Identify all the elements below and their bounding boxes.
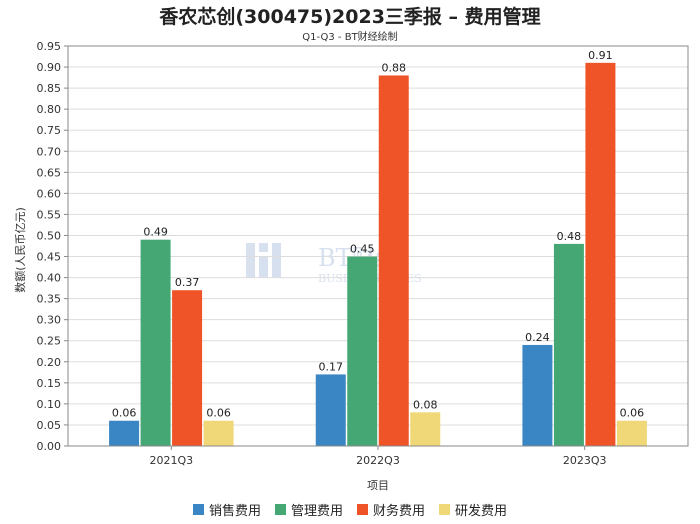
chart-subtitle: Q1-Q3 - BT财经绘制 — [302, 32, 398, 43]
legend-item: 财务费用 — [357, 500, 425, 519]
plot-frame — [67, 45, 689, 447]
data-label: 0.08 — [413, 398, 438, 411]
legend-item: 研发费用 — [439, 500, 507, 519]
y-tick-label: 0.30 — [37, 314, 62, 327]
legend-label: 管理费用 — [290, 504, 343, 519]
bar — [378, 75, 409, 446]
bar — [109, 420, 140, 446]
y-tick-label: 0.90 — [37, 61, 62, 74]
bar — [172, 290, 203, 446]
legend-label: 销售费用 — [208, 504, 261, 519]
y-tick-label: 0.10 — [37, 398, 62, 411]
x-tick-label: 2023Q3 — [563, 454, 607, 467]
y-tick-label: 0.55 — [37, 208, 62, 221]
y-tick-label: 0.75 — [37, 124, 62, 137]
data-label: 0.91 — [588, 49, 613, 62]
y-tick-label: 0.40 — [37, 272, 62, 285]
y-tick-label: 0.80 — [37, 103, 62, 116]
y-tick-label: 0.65 — [37, 166, 62, 179]
x-tick-label: 2022Q3 — [356, 454, 400, 467]
legend-swatch — [274, 504, 286, 515]
bar — [347, 256, 378, 446]
legend-item: 管理费用 — [274, 500, 343, 519]
data-label: 0.49 — [143, 226, 168, 239]
legend-swatch — [439, 504, 451, 515]
y-tick-label: 0.05 — [37, 419, 62, 432]
legend-label: 研发费用 — [455, 504, 508, 519]
data-label: 0.06 — [620, 407, 645, 420]
y-tick-label: 0.15 — [37, 377, 62, 390]
y-tick-label: 0.20 — [37, 356, 62, 369]
legend-swatch — [357, 504, 368, 515]
y-axis-ticks: 0.00 0.05 0.10 0.15 0.20 0.25 0.30 0.35 0.40 0.45… — [37, 40, 68, 453]
data-label: 0.37 — [175, 276, 200, 289]
y-tick-label: 0.45 — [37, 251, 62, 264]
bar — [522, 344, 553, 446]
bars-layer: 0.06 0.49 0.37 0.06 0.17 0.45 0.88 0.08 0.24 0.48… — [109, 49, 647, 447]
x-axis-ticks: 2021Q3 2022Q3 2023Q3 — [150, 446, 607, 467]
data-label: 0.06 — [112, 407, 137, 420]
bar — [585, 62, 616, 447]
y-tick-label: 0.25 — [37, 335, 62, 348]
bar — [140, 239, 171, 446]
bar — [616, 420, 647, 446]
y-tick-label: 0.50 — [37, 229, 62, 242]
x-axis-label: 项目 — [367, 479, 389, 492]
y-tick-label: 0.35 — [37, 293, 62, 306]
bar — [410, 412, 441, 446]
bar — [203, 420, 234, 446]
legend: 销售费用 管理费用 财务费用 研发费用 — [0, 500, 700, 519]
bar — [553, 243, 584, 446]
data-label: 0.06 — [206, 407, 231, 420]
y-tick-label: 0.00 — [37, 440, 62, 453]
data-label: 0.48 — [557, 230, 582, 243]
y-tick-label: 0.95 — [37, 40, 62, 53]
x-tick-label: 2021Q3 — [150, 454, 194, 467]
grid-lines — [68, 45, 688, 447]
legend-swatch — [192, 504, 204, 515]
y-axis-label: 数额(人民币亿元) — [14, 207, 27, 293]
y-tick-label: 0.70 — [37, 145, 62, 158]
data-label: 0.88 — [382, 61, 407, 74]
y-tick-label: 0.60 — [37, 187, 62, 200]
legend-label: 财务费用 — [373, 504, 426, 519]
data-label: 0.45 — [350, 243, 375, 256]
chart-title: 香农芯创(300475)2023三季报 – 费用管理 — [159, 6, 541, 28]
legend-item: 销售费用 — [192, 500, 261, 519]
y-tick-label: 0.85 — [37, 82, 62, 95]
data-label: 0.17 — [319, 360, 344, 373]
data-label: 0.24 — [525, 331, 550, 344]
bar — [315, 374, 346, 446]
